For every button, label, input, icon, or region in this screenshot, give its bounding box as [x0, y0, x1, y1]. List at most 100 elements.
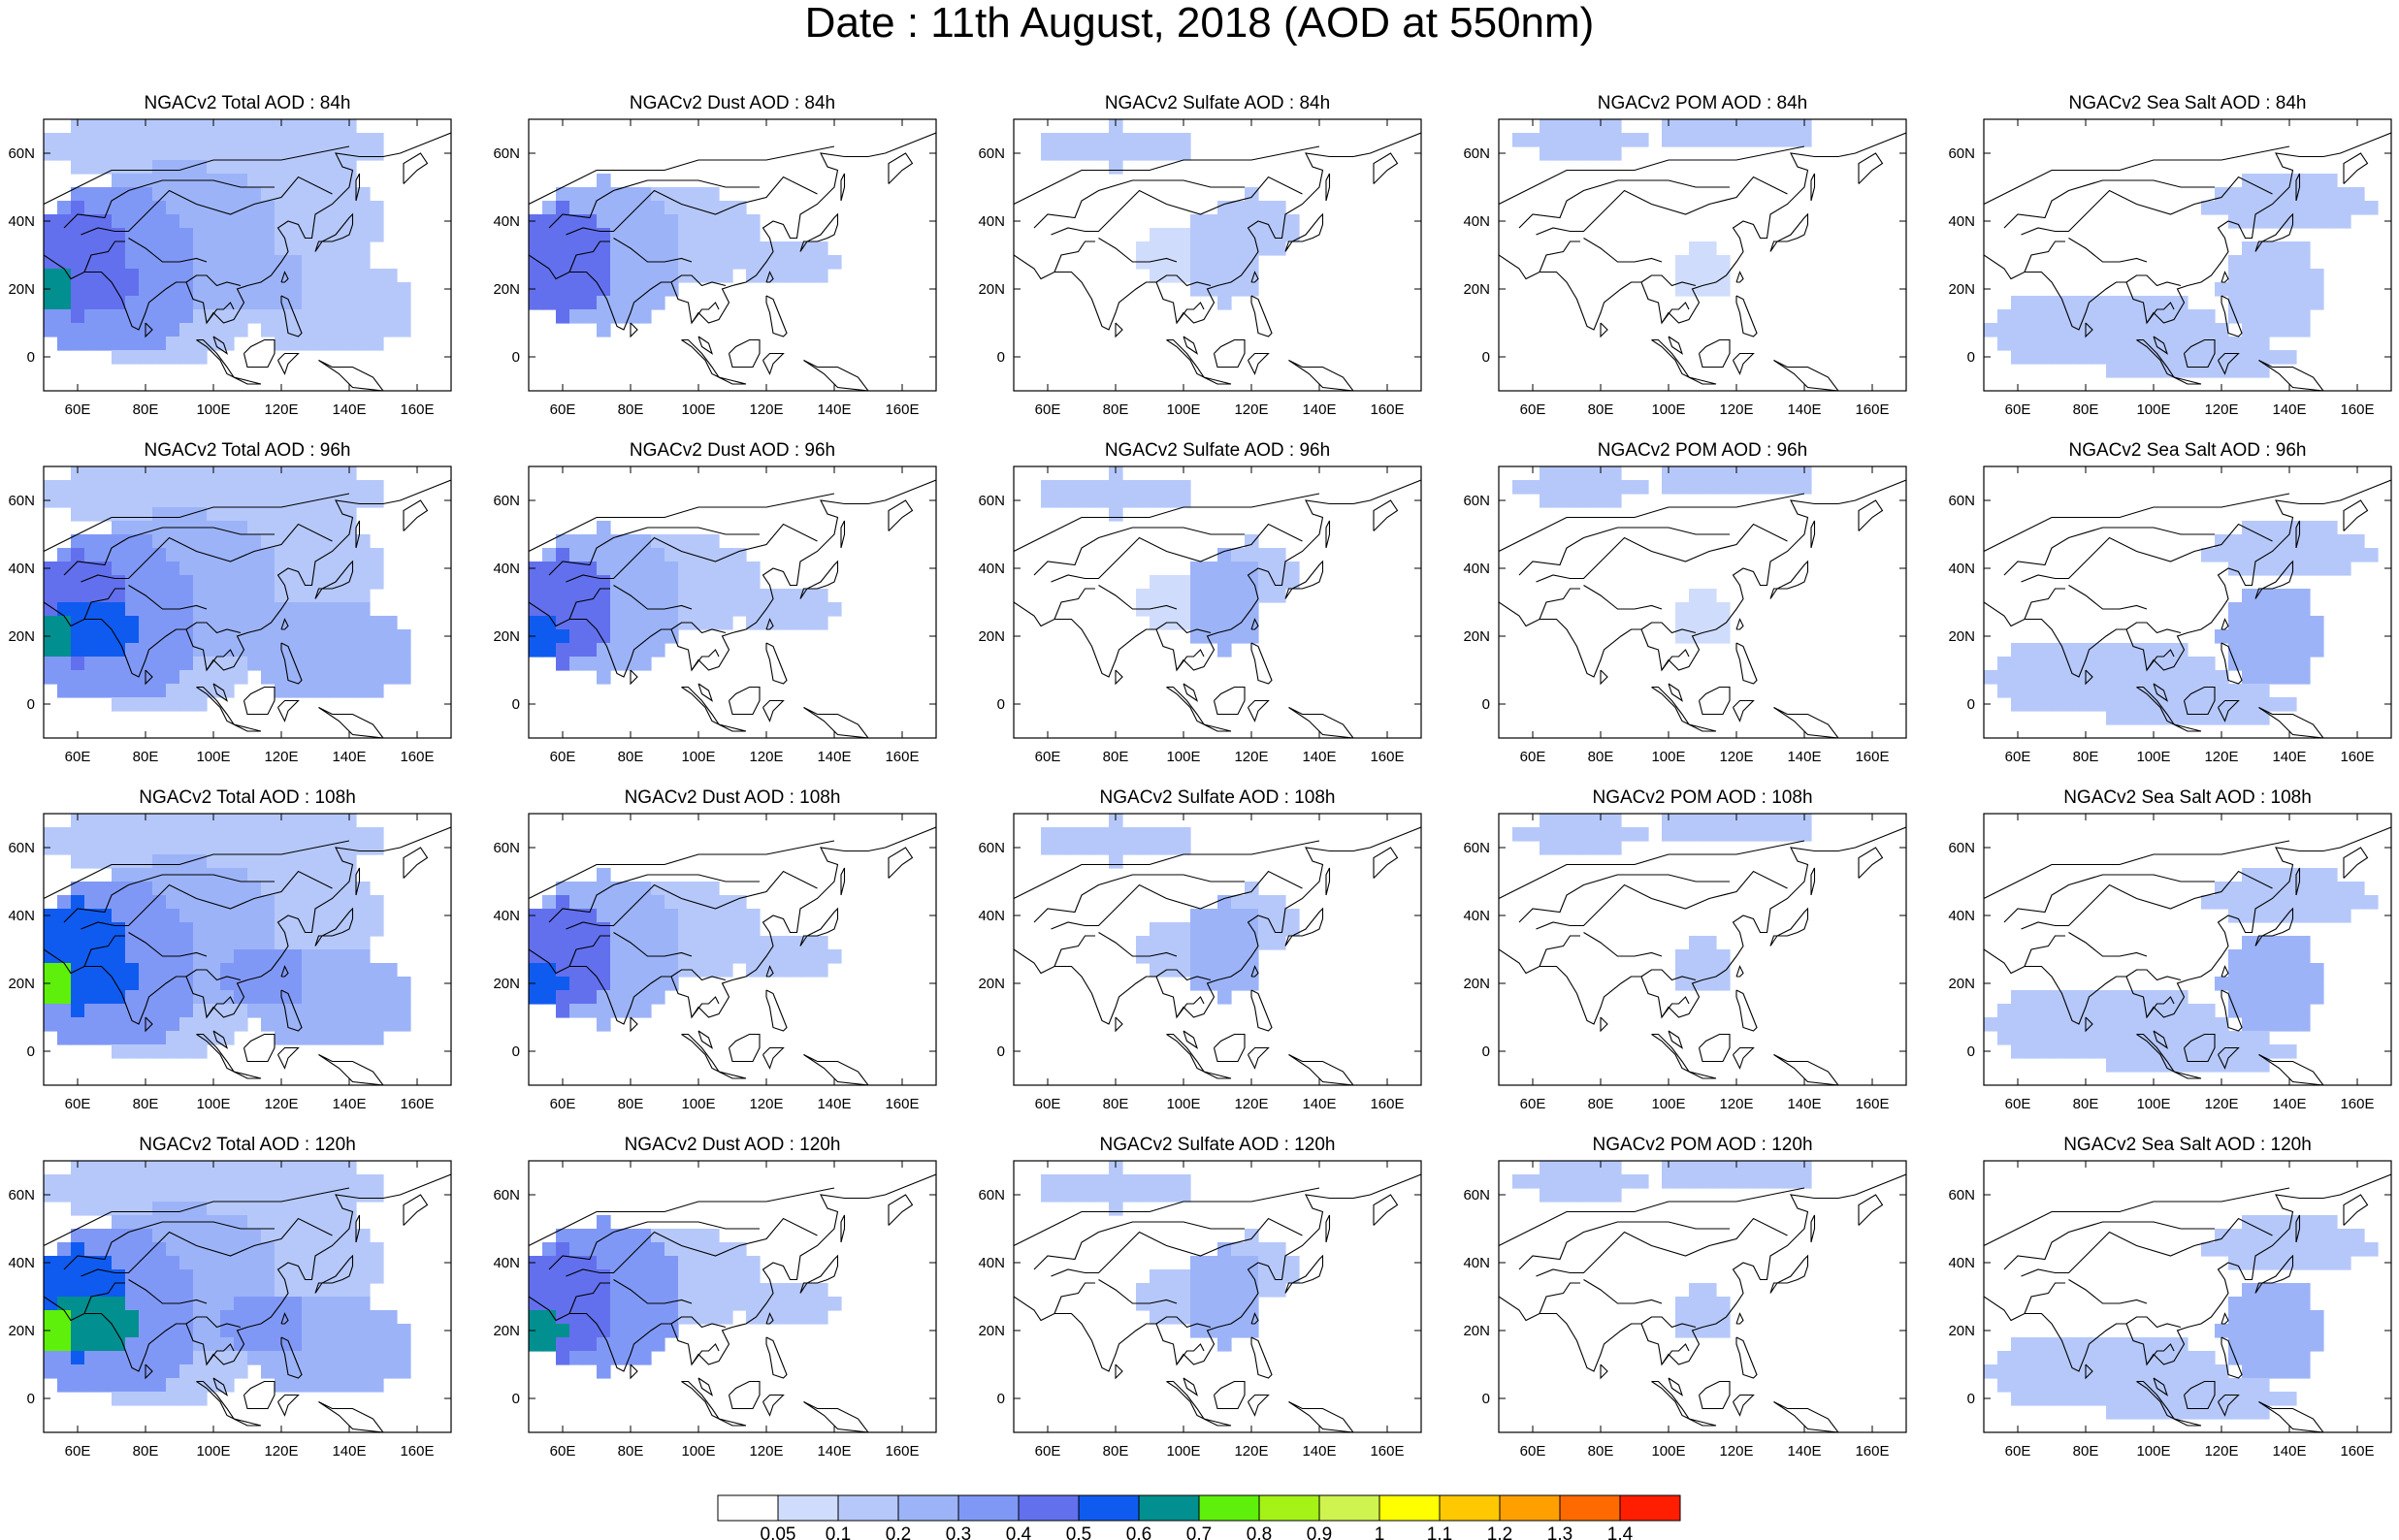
coastline: [280, 1336, 303, 1379]
map-frame: [528, 465, 937, 739]
aod-cell: [1190, 616, 1205, 630]
aod-cell: [152, 309, 167, 324]
coastline: [83, 241, 125, 273]
aod-cell: [1204, 629, 1218, 644]
coastline: [762, 699, 785, 722]
aod-cell: [556, 602, 570, 617]
aod-cell: [342, 814, 357, 828]
aod-cell: [84, 119, 99, 134]
aod-cell: [692, 575, 706, 590]
aod-cell: [2283, 1044, 2297, 1059]
coastline: [1373, 152, 1399, 184]
aod-cell: [637, 201, 652, 215]
coastline: [1098, 585, 1178, 610]
aod-cell: [2106, 1392, 2121, 1406]
coastline: [1051, 1217, 1303, 1277]
aod-cell: [57, 977, 72, 991]
aod-cell: [207, 548, 221, 562]
aod-cell: [302, 949, 316, 964]
aod-cell: [152, 643, 167, 658]
aod-cell: [1163, 1283, 1178, 1298]
aod-cell: [1041, 1174, 1055, 1189]
coastline: [630, 1364, 638, 1380]
coastline: [2221, 618, 2229, 630]
aod-cell: [356, 296, 371, 310]
aod-cell: [597, 936, 611, 950]
coastline: [1054, 588, 1095, 620]
aod-cell: [2283, 214, 2297, 229]
aod-cell: [71, 1351, 85, 1365]
aod-cell: [275, 1188, 289, 1203]
aod-cell: [1068, 146, 1083, 161]
aod-field: [1984, 826, 2391, 1085]
aod-cell: [583, 309, 598, 324]
aod-cell: [98, 119, 113, 134]
aod-cell: [692, 214, 706, 229]
coastline: [1250, 1336, 1273, 1379]
aod-cell: [57, 133, 72, 147]
coastline: [1115, 1364, 1123, 1380]
aod-cell: [84, 629, 99, 644]
aod-cell: [597, 187, 611, 202]
aod-cell: [1190, 561, 1205, 576]
aod-cell: [1553, 494, 1568, 508]
aod-cell: [2242, 548, 2256, 562]
aod-cell: [624, 990, 638, 1005]
x-tick-label: 60E: [1035, 749, 1061, 765]
aod-cell: [2025, 1017, 2039, 1032]
aod-cell: [624, 963, 638, 978]
aod-cell: [220, 589, 235, 603]
aod-cell: [692, 1297, 706, 1311]
aod-cell: [125, 296, 140, 310]
aod-cell: [261, 534, 276, 549]
aod-field: [1014, 119, 1421, 391]
aod-cell: [139, 841, 153, 855]
aod-cell: [342, 670, 357, 685]
aod-cell: [356, 909, 371, 923]
coastline: [1284, 1254, 1324, 1294]
coastline: [280, 1312, 289, 1325]
aod-cell: [383, 1017, 398, 1032]
aod-cell: [583, 1004, 598, 1018]
coastline: [145, 322, 153, 338]
coastline: [277, 1394, 300, 1417]
aod-cell: [84, 841, 99, 855]
aod-cell: [637, 936, 652, 950]
aod-cell: [125, 350, 140, 365]
aod-cell: [370, 657, 384, 671]
aod-cell: [342, 936, 357, 950]
aod-cell: [207, 255, 221, 270]
aod-cell: [220, 282, 235, 297]
aod-cell: [166, 323, 180, 337]
aod-cell: [705, 228, 720, 242]
x-tick-label: 140E: [1302, 401, 1336, 418]
colorbar-swatch: [957, 1494, 1020, 1522]
aod-cell: [2092, 1364, 2107, 1379]
x-tick-label: 160E: [1370, 1443, 1404, 1460]
aod-cell: [678, 589, 693, 603]
aod-cell: [1272, 909, 1286, 923]
aod-cell: [732, 255, 747, 270]
aod-cell: [800, 589, 815, 603]
aod-cell: [220, 643, 235, 658]
aod-cell: [2025, 1378, 2039, 1393]
aod-cell: [1689, 814, 1703, 828]
aod-cell: [44, 657, 58, 671]
aod-cell: [98, 1337, 113, 1352]
aod-cell: [152, 963, 167, 978]
aod-cell: [1526, 480, 1540, 495]
aod-cell: [637, 561, 652, 576]
aod-cell: [1540, 1161, 1554, 1175]
aod-cell: [624, 214, 638, 229]
aod-cell: [152, 296, 167, 310]
aod-cell: [370, 827, 384, 842]
aod-cell: [1177, 936, 1191, 950]
aod-cell: [2011, 643, 2026, 658]
aod-cell: [356, 1256, 371, 1270]
aod-cell: [827, 949, 842, 964]
aod-cell: [827, 1297, 842, 1311]
aod-cell: [220, 949, 235, 964]
aod-cell: [342, 1364, 357, 1379]
aod-cell: [152, 1242, 167, 1257]
